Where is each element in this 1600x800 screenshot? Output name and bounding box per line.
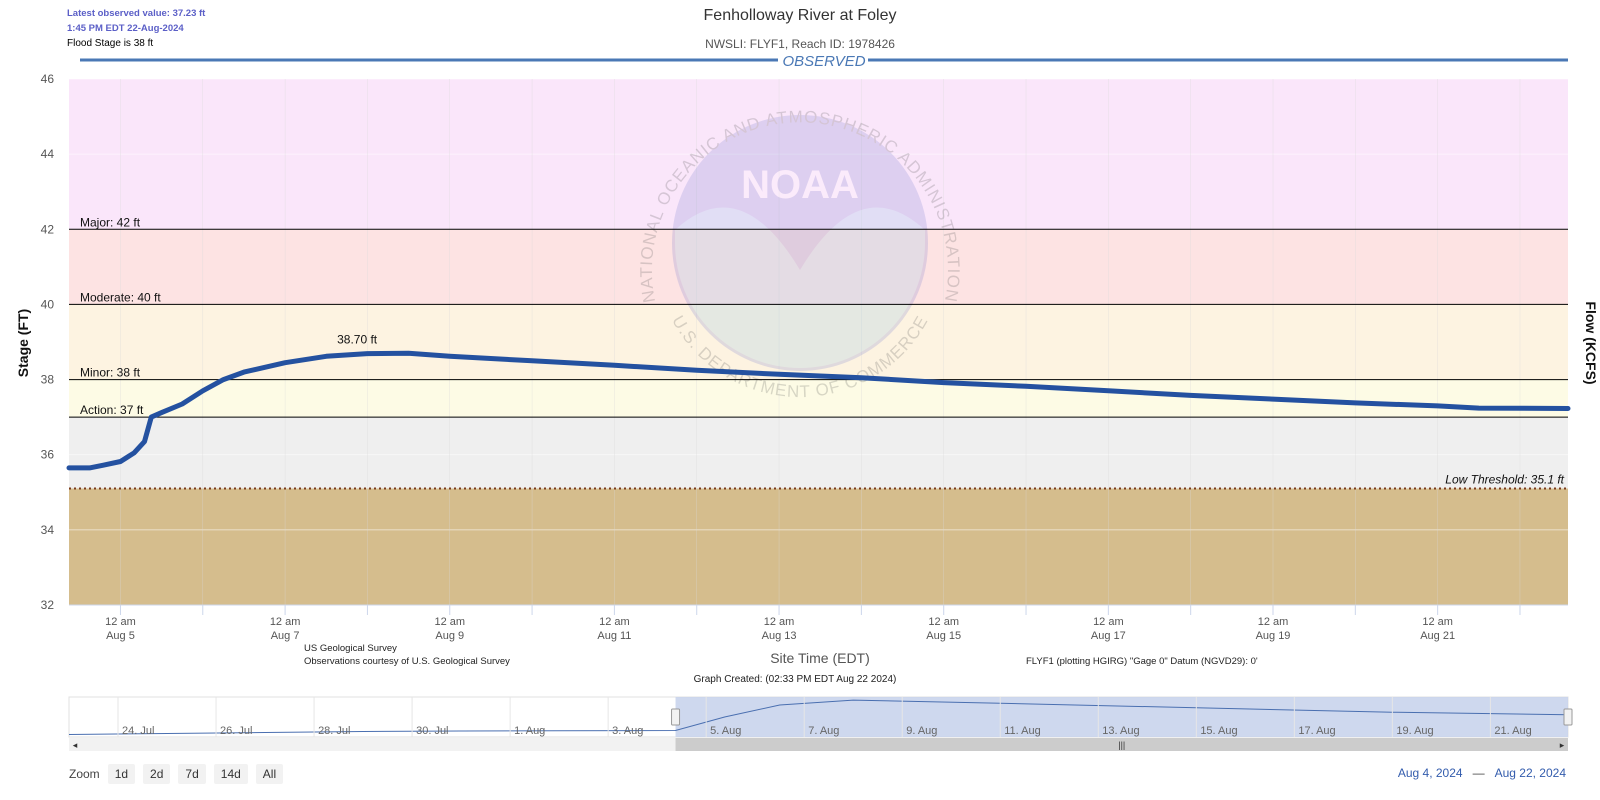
source-line-1: US Geological Survey [304, 643, 397, 654]
y-tick-label: 46 [41, 72, 55, 86]
threshold-lines: Major: 42 ft Moderate: 40 ft Minor: 38 ft A… [69, 215, 1568, 490]
x-tick-label-time: 12 am [599, 616, 630, 628]
zoom-7d-button[interactable]: 7d [178, 764, 206, 784]
navigator-tick-label: 5. Aug [710, 725, 741, 737]
x-tick-label-date: Aug 15 [926, 630, 961, 642]
x-tick-label-time: 12 am [1093, 616, 1124, 628]
navigator-handle-right[interactable] [1563, 708, 1573, 726]
x-tick-label-time: 12 am [1422, 616, 1453, 628]
flood-category-bands [69, 79, 1568, 605]
scrollbar-thumb[interactable] [675, 738, 1568, 751]
navigator-tick-label: 7. Aug [808, 725, 839, 737]
navigator-tick-label: 28. Jul [318, 725, 350, 737]
navigator-tick-label: 21. Aug [1494, 725, 1531, 737]
y-tick-label: 40 [41, 297, 55, 311]
latest-observed-value: Latest observed value: 37.23 ft [67, 8, 206, 19]
datum-note: FLYF1 (plotting HGIRG) "Gage 0" Datum (N… [1026, 656, 1258, 667]
navigator-selection[interactable] [675, 697, 1568, 737]
action-band [69, 379, 1568, 418]
x-tick-label-date: Aug 5 [106, 630, 135, 642]
navigator-series [68, 699, 1569, 735]
scroll-right-arrow[interactable]: ▸ [1560, 740, 1565, 750]
y-tick-label: 36 [41, 448, 55, 462]
y-axis-title: Stage (FT) [15, 309, 31, 377]
navigator-tick-label: 19. Aug [1396, 725, 1433, 737]
zoom-14d-button[interactable]: 14d [213, 764, 248, 784]
navigator[interactable]: 24. Jul 26. Jul 28. Jul 30. Jul 1. Aug 3. Aug… [68, 696, 1573, 751]
x-tick-label-date: Aug 13 [762, 630, 797, 642]
peak-label: 38.70 ft [337, 332, 378, 346]
x-tick-label-time: 12 am [105, 616, 136, 628]
stage-series: 38.70 ft [66, 332, 1571, 471]
y-tick-label: 38 [41, 373, 55, 387]
scroll-left-arrow[interactable]: ◂ [73, 740, 78, 750]
x-tick-label-time: 12 am [764, 616, 795, 628]
navigator-tick-label: 26. Jul [220, 725, 252, 737]
x-tick-label-date: Aug 7 [271, 630, 300, 642]
navigator-tick-label: 15. Aug [1200, 725, 1237, 737]
range-from[interactable]: Aug 4, 2024 [1397, 766, 1463, 780]
x-tick-label-time: 12 am [1258, 616, 1289, 628]
minor-band [69, 304, 1568, 380]
moderate-band [69, 229, 1568, 305]
minor-threshold-label: Minor: 38 ft [80, 366, 141, 380]
noaa-logo-bird [675, 207, 925, 368]
low-threshold-label: Low Threshold: 35.1 ft [1445, 473, 1564, 487]
y-tick-label: 32 [41, 598, 55, 612]
scrollbar-grip-icon: ||| [1118, 740, 1125, 750]
stage-line [66, 350, 1571, 471]
chart-subtitle: NWSLI: FLYF1, Reach ID: 1978426 [705, 37, 895, 51]
graph-created: Graph Created: (02:33 PM EDT Aug 22 2024… [693, 674, 897, 685]
zoom-all-button[interactable]: All [255, 764, 284, 784]
observed-label: OBSERVED [782, 53, 865, 70]
navigator-tick-label: 24. Jul [122, 725, 154, 737]
x-axis-title: Site Time (EDT) [770, 650, 870, 666]
x-tick-label-time: 12 am [434, 616, 465, 628]
noaa-logo-disc [672, 115, 928, 371]
navigator-tick-label: 30. Jul [416, 725, 448, 737]
latest-observed-time: 1:45 PM EDT 22-Aug-2024 [67, 23, 184, 34]
zoom-bar: Zoom 1d 2d 7d 14d All [69, 764, 291, 784]
navigator-tick-label: 17. Aug [1298, 725, 1335, 737]
y-axis-right-title: Flow (KCFS) [1583, 301, 1599, 384]
x-tick-label-date: Aug 21 [1420, 630, 1455, 642]
major-threshold-label: Major: 42 ft [80, 215, 141, 229]
normal-band [69, 417, 1568, 489]
y-tick-label: 42 [41, 222, 55, 236]
navigator-tick-label: 9. Aug [906, 725, 937, 737]
axes: OBSERVED 32 34 36 38 40 42 44 46 Stage (FT) Flow (… [15, 53, 1599, 642]
zoom-label: Zoom [69, 767, 100, 781]
noaa-logo-text: NOAA [741, 163, 859, 207]
moderate-threshold-label: Moderate: 40 ft [80, 290, 161, 304]
x-tick-label-time: 12 am [928, 616, 959, 628]
x-tick-label-date: Aug 11 [597, 630, 631, 642]
zoom-1d-button[interactable]: 1d [107, 764, 136, 784]
range-to[interactable]: Aug 22, 2024 [1494, 766, 1566, 780]
x-tick-label-date: Aug 17 [1091, 630, 1126, 642]
x-tick-label-time: 12 am [270, 616, 301, 628]
flood-stage-note: Flood Stage is 38 ft [67, 38, 154, 49]
date-range-label: Aug 4, 2024 — Aug 22, 2024 [1398, 766, 1566, 780]
range-separator: — [1472, 766, 1485, 780]
navigator-tick-label: 11. Aug [1004, 725, 1040, 737]
x-tick-label-date: Aug 19 [1256, 630, 1291, 642]
y-tick-label: 44 [41, 147, 55, 161]
navigator-handle-left[interactable] [671, 708, 681, 726]
source-line-2: Observations courtesy of U.S. Geological… [304, 656, 510, 667]
action-threshold-label: Action: 37 ft [80, 403, 144, 417]
zoom-2d-button[interactable]: 2d [143, 764, 171, 784]
x-tick-label-date: Aug 9 [435, 630, 464, 642]
chart-title: Fenholloway River at Foley [703, 7, 897, 24]
navigator-tick-label: 1. Aug [514, 725, 545, 737]
navigator-tick-label: 13. Aug [1102, 725, 1139, 737]
navigator-tick-label: 3. Aug [612, 725, 643, 737]
low-band [69, 488, 1568, 605]
y-tick-label: 34 [41, 523, 55, 537]
